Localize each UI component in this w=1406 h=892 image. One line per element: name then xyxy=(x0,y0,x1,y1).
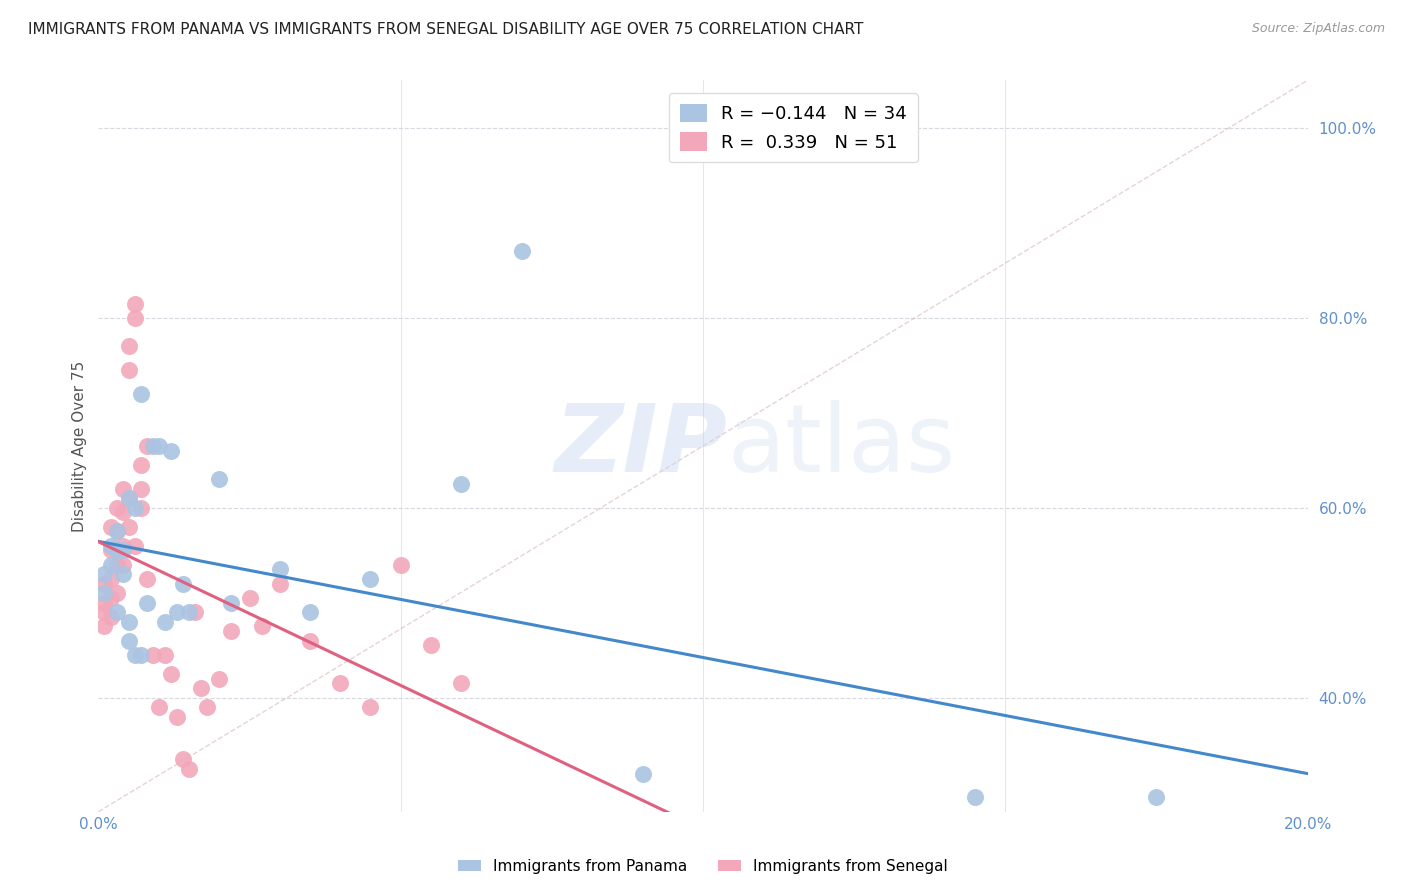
Point xyxy=(118,339,141,353)
Point xyxy=(100,572,122,586)
Point xyxy=(631,766,654,780)
Point xyxy=(135,439,157,453)
Point xyxy=(172,576,194,591)
Point xyxy=(105,524,128,539)
Point xyxy=(111,543,134,558)
Point xyxy=(135,596,157,610)
Point xyxy=(100,591,122,605)
Point xyxy=(93,586,115,600)
Point xyxy=(389,558,412,572)
Point xyxy=(93,596,115,610)
Point xyxy=(142,648,165,662)
Point xyxy=(179,605,201,619)
Point xyxy=(190,681,212,696)
Point xyxy=(118,363,141,377)
Point xyxy=(221,624,243,639)
Point xyxy=(269,562,291,576)
Point xyxy=(166,710,188,724)
Point xyxy=(118,520,141,534)
Point xyxy=(124,500,146,515)
Point xyxy=(142,439,165,453)
Point xyxy=(111,567,134,582)
Point xyxy=(100,520,122,534)
Point xyxy=(93,605,115,619)
Legend: Immigrants from Panama, Immigrants from Senegal: Immigrants from Panama, Immigrants from … xyxy=(451,853,955,880)
Point xyxy=(105,543,128,558)
Point xyxy=(208,672,231,686)
Point xyxy=(135,572,157,586)
Point xyxy=(111,558,134,572)
Point xyxy=(160,667,183,681)
Point xyxy=(148,439,170,453)
Text: atlas: atlas xyxy=(727,400,956,492)
Point xyxy=(129,500,152,515)
Point xyxy=(360,700,382,714)
Point xyxy=(420,639,443,653)
Point xyxy=(148,700,170,714)
Point xyxy=(93,567,115,582)
Point xyxy=(124,539,146,553)
Point xyxy=(160,443,183,458)
Point xyxy=(195,700,218,714)
Point xyxy=(111,506,134,520)
Point xyxy=(965,790,987,805)
Point xyxy=(1144,790,1167,805)
Point xyxy=(184,605,207,619)
Point xyxy=(299,633,322,648)
Point xyxy=(450,477,472,491)
Point xyxy=(118,491,141,506)
Point xyxy=(105,605,128,619)
Point xyxy=(124,296,146,310)
Point xyxy=(118,615,141,629)
Point xyxy=(129,386,152,401)
Legend: R = −0.144   N = 34, R =  0.339   N = 51: R = −0.144 N = 34, R = 0.339 N = 51 xyxy=(669,93,918,162)
Point xyxy=(124,648,146,662)
Point xyxy=(100,610,122,624)
Point xyxy=(510,244,533,259)
Point xyxy=(172,752,194,766)
Point xyxy=(129,458,152,472)
Point xyxy=(179,762,201,776)
Point xyxy=(105,524,128,539)
Point xyxy=(100,539,122,553)
Point xyxy=(239,591,262,605)
Point xyxy=(329,676,352,690)
Point xyxy=(100,558,122,572)
Point xyxy=(118,491,141,506)
Point xyxy=(208,472,231,486)
Text: IMMIGRANTS FROM PANAMA VS IMMIGRANTS FROM SENEGAL DISABILITY AGE OVER 75 CORRELA: IMMIGRANTS FROM PANAMA VS IMMIGRANTS FRO… xyxy=(28,22,863,37)
Point xyxy=(105,543,128,558)
Point xyxy=(105,500,128,515)
Point xyxy=(124,310,146,325)
Point xyxy=(129,482,152,496)
Point xyxy=(360,572,382,586)
Point xyxy=(129,648,152,662)
Point xyxy=(105,586,128,600)
Y-axis label: Disability Age Over 75: Disability Age Over 75 xyxy=(72,360,87,532)
Point xyxy=(118,633,141,648)
Point xyxy=(93,619,115,633)
Point xyxy=(111,539,134,553)
Text: Source: ZipAtlas.com: Source: ZipAtlas.com xyxy=(1251,22,1385,36)
Point xyxy=(250,619,273,633)
Point xyxy=(299,605,322,619)
Point xyxy=(100,543,122,558)
Point xyxy=(221,596,243,610)
Point xyxy=(153,648,176,662)
Text: ZIP: ZIP xyxy=(554,400,727,492)
Point xyxy=(450,676,472,690)
Point xyxy=(93,576,115,591)
Point xyxy=(269,576,291,591)
Point xyxy=(105,558,128,572)
Point xyxy=(111,482,134,496)
Point xyxy=(153,615,176,629)
Point xyxy=(166,605,188,619)
